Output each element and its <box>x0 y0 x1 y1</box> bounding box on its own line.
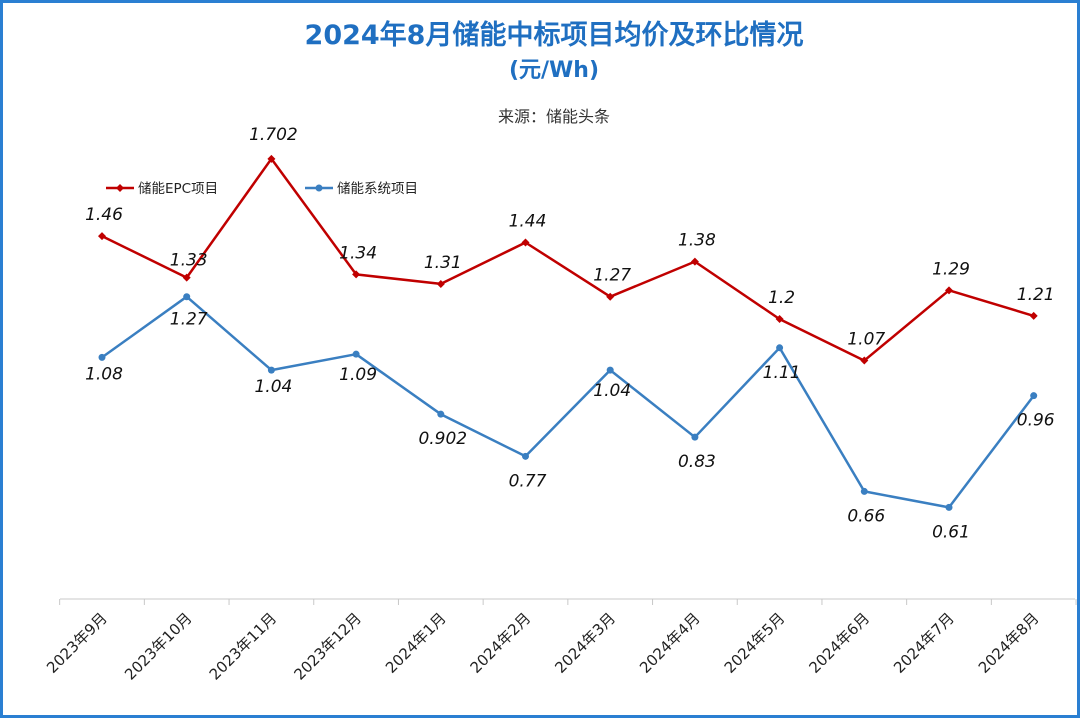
series-epc: 1.46 1.33 1.702 1.34 1.31 1.44 1.27 1.38 1.2 1.07… <box>85 125 1055 365</box>
data-point <box>98 353 106 361</box>
x-tick-label: 2024年8月 <box>975 609 1043 677</box>
data-point <box>436 279 445 288</box>
data-label: 1.38 <box>678 231 716 251</box>
data-point <box>183 293 191 301</box>
x-axis: 2023年9月 2023年10月 2023年11月 2023年12月 2024年1月 20… <box>43 598 1077 684</box>
data-point <box>860 487 868 495</box>
chart-title: 2024年8月储能中标项目均价及环比情况 <box>305 19 804 51</box>
data-point <box>521 238 530 247</box>
data-point <box>860 356 869 365</box>
data-label: 1.34 <box>339 243 377 263</box>
data-point <box>437 410 445 418</box>
data-point <box>98 232 106 241</box>
data-label: 1.46 <box>85 205 123 225</box>
data-label: 1.27 <box>170 310 208 330</box>
data-label: 0.83 <box>678 452 716 472</box>
legend-marker-epc <box>116 184 124 192</box>
data-label: 1.33 <box>170 251 208 271</box>
chart-source: 来源：储能头条 <box>498 107 610 126</box>
data-label: 1.44 <box>509 211 547 231</box>
data-label: 0.61 <box>932 522 970 542</box>
x-tick-label: 2024年2月 <box>467 609 535 677</box>
legend-label-epc: 储能EPC项目 <box>138 181 218 197</box>
data-label: 0.96 <box>1017 411 1055 431</box>
data-point <box>1030 392 1038 400</box>
series-system: 1.08 1.27 1.04 1.09 0.902 0.77 1.04 0.83 1.11 0.6… <box>85 293 1055 542</box>
x-tick-label: 2023年9月 <box>43 609 111 677</box>
x-tick-label: 2024年6月 <box>805 609 873 677</box>
data-point <box>775 315 784 324</box>
data-point <box>1029 311 1038 320</box>
x-tick-label: 2024年1月 <box>382 609 450 677</box>
data-point <box>606 292 615 301</box>
data-label: 0.66 <box>847 506 885 526</box>
x-tick-label: 2023年11月 <box>206 609 280 683</box>
data-label: 1.09 <box>339 365 377 385</box>
data-label: 0.902 <box>418 429 467 449</box>
data-label: 1.702 <box>249 125 298 145</box>
data-point <box>945 503 953 511</box>
data-label: 1.21 <box>1017 285 1055 305</box>
x-tick-label: 2024年3月 <box>551 609 619 677</box>
chart-subtitle: (元/Wh) <box>509 58 599 83</box>
data-point <box>691 433 699 441</box>
data-label: 1.2 <box>768 288 795 308</box>
x-tick-label: 2023年10月 <box>121 609 195 683</box>
legend: 储能EPC项目 储能系统项目 <box>106 181 418 197</box>
data-label: 1.11 <box>763 363 801 383</box>
data-point <box>352 350 360 358</box>
legend-label-system: 储能系统项目 <box>337 181 418 197</box>
series-line <box>101 157 1035 362</box>
legend-item-system: 储能系统项目 <box>305 181 418 197</box>
data-point <box>522 452 529 460</box>
data-point <box>182 273 191 282</box>
data-label: 0.77 <box>509 471 547 491</box>
data-label: 1.08 <box>85 364 123 384</box>
legend-marker-system <box>315 184 323 192</box>
data-label: 1.31 <box>424 253 462 273</box>
data-point <box>690 257 699 266</box>
data-point <box>267 154 276 163</box>
data-label: 1.27 <box>593 266 631 286</box>
data-label: 1.07 <box>847 330 885 350</box>
data-point <box>776 344 784 352</box>
x-tick-label: 2023年12月 <box>290 609 364 683</box>
plot-area: 1.46 1.33 1.702 1.34 1.31 1.44 1.27 1.38 1.2 1.07… <box>85 125 1055 543</box>
data-label: 1.04 <box>254 377 292 397</box>
data-point <box>352 270 361 279</box>
data-label: 1.04 <box>593 381 631 401</box>
x-tick-label: 2024年7月 <box>890 609 958 677</box>
x-tick-label: 2024年5月 <box>721 609 789 677</box>
data-point <box>267 366 275 374</box>
x-tick-label: 2024年4月 <box>636 609 704 677</box>
series-line <box>101 295 1035 509</box>
data-point <box>945 286 953 295</box>
data-point <box>606 366 614 374</box>
legend-item-epc: 储能EPC项目 <box>106 181 218 197</box>
data-label: 1.29 <box>932 259 970 279</box>
